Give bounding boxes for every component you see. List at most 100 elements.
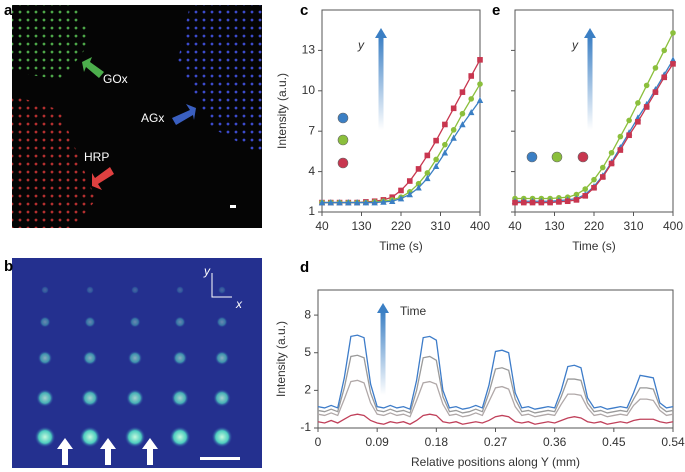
marker xyxy=(459,121,466,128)
x-tick-label: 400 xyxy=(470,219,490,233)
marker xyxy=(591,184,597,191)
marker xyxy=(433,137,439,144)
arrow xyxy=(100,438,116,465)
legend-dot xyxy=(337,157,349,169)
spot xyxy=(172,350,188,366)
x-tick-label: 0.27 xyxy=(484,435,508,449)
marker xyxy=(441,149,449,156)
marker xyxy=(389,197,396,205)
x-tick-label: 40 xyxy=(315,219,329,233)
marker xyxy=(353,199,361,206)
x-tick-label: 310 xyxy=(430,219,450,233)
marker xyxy=(652,89,659,95)
spot xyxy=(79,426,101,448)
spot xyxy=(211,426,233,448)
marker xyxy=(424,152,431,159)
x-tick-label: 130 xyxy=(544,219,564,233)
spot xyxy=(216,316,228,328)
marker xyxy=(617,147,624,153)
y-tick-label: 7 xyxy=(308,123,315,137)
marker xyxy=(529,199,536,206)
marker xyxy=(617,133,624,140)
spot xyxy=(127,350,143,366)
annotation: y xyxy=(571,38,579,52)
marker xyxy=(477,81,483,87)
marker xyxy=(468,73,475,79)
data-line xyxy=(317,413,674,425)
marker xyxy=(432,162,440,170)
marker xyxy=(380,198,387,205)
marker xyxy=(670,61,676,67)
y-tick-label: 10 xyxy=(302,83,316,97)
panel-label: b xyxy=(4,258,13,275)
marker xyxy=(608,160,615,167)
marker xyxy=(424,170,431,176)
image-label: AGx xyxy=(141,111,164,125)
marker xyxy=(670,30,676,36)
annotation: y xyxy=(357,38,365,52)
marker xyxy=(626,132,632,139)
marker xyxy=(626,117,632,124)
marker xyxy=(477,57,483,63)
spot xyxy=(218,286,226,294)
annotation-arrow-shaft xyxy=(380,311,386,395)
spot xyxy=(169,426,191,448)
marker xyxy=(468,96,475,102)
marker xyxy=(635,100,641,106)
legend-dot xyxy=(577,151,589,163)
y-tick-label: 1 xyxy=(308,204,315,218)
x-tick-label: 220 xyxy=(584,219,604,233)
x-tick-label: 310 xyxy=(623,219,643,233)
spot xyxy=(214,350,230,366)
legend-dot xyxy=(526,151,538,163)
spot xyxy=(131,286,139,294)
y-tick-label: 2 xyxy=(304,383,311,397)
x-tick-label: 400 xyxy=(663,219,683,233)
marker xyxy=(318,199,326,206)
marker xyxy=(573,191,580,198)
legend-dot xyxy=(337,134,349,146)
marker xyxy=(468,108,475,116)
marker xyxy=(450,134,457,141)
marker xyxy=(643,82,650,89)
marker xyxy=(547,199,553,206)
panel-label: e xyxy=(492,2,500,19)
marker xyxy=(398,187,404,194)
marker xyxy=(661,47,668,54)
marker xyxy=(327,199,334,206)
marker xyxy=(345,199,352,206)
data-line xyxy=(317,354,674,414)
marker xyxy=(450,127,457,133)
marker xyxy=(591,176,597,183)
marker xyxy=(415,184,422,191)
x-axis-label: Time (s) xyxy=(379,239,423,253)
y-tick-label: -1 xyxy=(300,420,311,434)
image-label: GOx xyxy=(103,72,128,86)
marker xyxy=(652,65,659,71)
spot xyxy=(124,426,146,448)
spot xyxy=(174,316,186,328)
annotation-arrow-shaft xyxy=(587,36,593,130)
marker xyxy=(564,198,571,205)
image-label: HRP xyxy=(84,150,109,164)
y-tick-label: 13 xyxy=(302,43,316,57)
data-line xyxy=(317,334,674,411)
arrow xyxy=(57,438,73,465)
marker xyxy=(599,164,606,171)
arrow xyxy=(142,438,158,465)
annotation: Time xyxy=(400,304,427,318)
panel-label: c xyxy=(300,2,308,19)
marker xyxy=(512,199,518,206)
marker xyxy=(371,199,378,206)
panel-label: d xyxy=(300,259,309,276)
marker xyxy=(573,197,580,203)
marker xyxy=(635,118,641,125)
marker xyxy=(433,156,439,163)
y-tick-label: 8 xyxy=(304,307,311,321)
annotation-arrow-head xyxy=(375,28,387,38)
spot xyxy=(171,389,189,407)
fluorescence-image-a xyxy=(12,5,262,228)
marker xyxy=(582,193,589,199)
spot xyxy=(176,286,184,294)
marker xyxy=(556,199,562,205)
